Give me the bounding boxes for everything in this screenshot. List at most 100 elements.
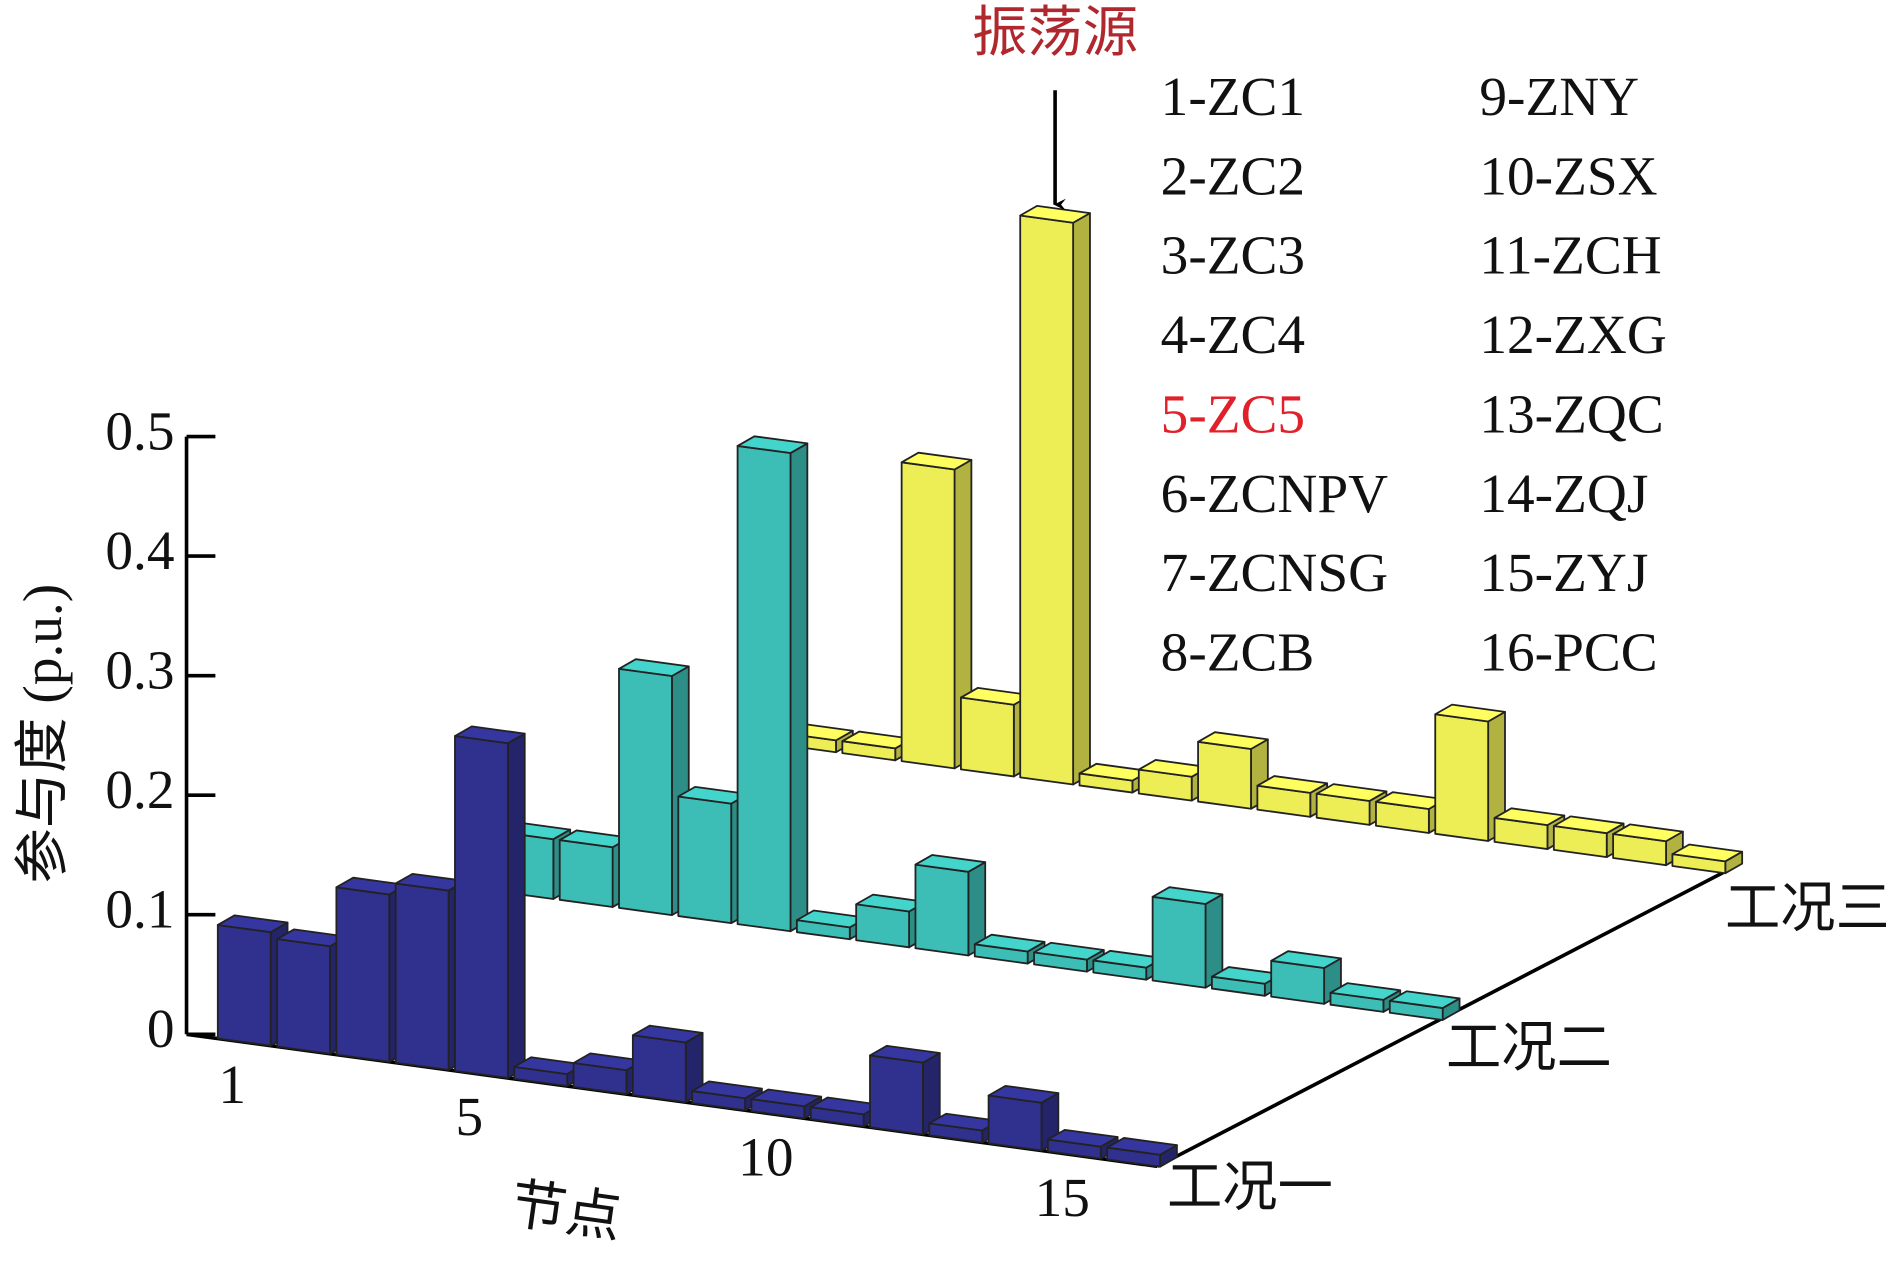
bar-top xyxy=(1329,982,1402,1001)
bar-front xyxy=(1434,713,1490,842)
legend-entry: 9-ZNY xyxy=(1479,66,1639,127)
legend-entry: 8-ZCB xyxy=(1161,622,1315,683)
bar xyxy=(1671,843,1744,875)
bar-front xyxy=(558,839,614,908)
bar xyxy=(618,658,690,916)
bar-front xyxy=(454,735,509,1079)
bar xyxy=(631,1024,704,1104)
bar-top xyxy=(1019,204,1091,224)
bar-front xyxy=(335,886,391,1063)
legend-entry: 1-ZC1 xyxy=(1161,66,1305,127)
bar xyxy=(1612,823,1684,867)
bar-front xyxy=(736,445,792,933)
bar-top xyxy=(869,1044,941,1064)
bar-top xyxy=(1388,990,1461,1009)
bar-front xyxy=(1019,214,1075,786)
bar-top xyxy=(750,1088,823,1108)
bar-top xyxy=(1612,823,1684,843)
bar-top xyxy=(914,854,987,873)
bar-top xyxy=(454,725,526,745)
z-axis-label: 参与度 (p.u.) xyxy=(12,584,73,884)
bar-top xyxy=(216,914,289,934)
legend-entry: 5-ZC5 xyxy=(1161,383,1305,444)
legend-entry: 6-ZCNPV xyxy=(1161,463,1388,524)
z-tick-label: 0.3 xyxy=(105,639,174,700)
bar xyxy=(900,451,973,770)
bar xyxy=(454,725,526,1079)
bar-top xyxy=(973,933,1046,953)
x-tick-label: 1 xyxy=(218,1054,246,1115)
bar-top xyxy=(1270,950,1342,969)
legend-entry: 16-PCC xyxy=(1479,622,1657,683)
bar-top xyxy=(736,435,809,454)
bar xyxy=(750,1088,823,1120)
bar-front xyxy=(960,696,1015,778)
bar-top xyxy=(691,1080,763,1100)
bar-top xyxy=(1256,775,1329,794)
legend-entry: 7-ZCNSG xyxy=(1161,542,1388,603)
bar-top xyxy=(1151,886,1224,905)
bar-front xyxy=(618,667,673,916)
row-label: 工况三 xyxy=(1725,877,1886,938)
bar-top xyxy=(618,658,690,677)
bar-side xyxy=(1072,212,1091,786)
bar-top xyxy=(1493,807,1566,827)
bar-top xyxy=(1197,731,1269,750)
z-tick-label: 0.2 xyxy=(105,759,174,820)
z-tick-label: 0 xyxy=(147,998,175,1059)
bar-front xyxy=(869,1054,924,1136)
legend-entry: 15-ZYJ xyxy=(1479,542,1648,603)
bar-front xyxy=(987,1094,1043,1152)
x-tick-label: 15 xyxy=(1035,1167,1090,1228)
bar-top xyxy=(1046,1128,1119,1148)
z-tick-label: 0.5 xyxy=(105,400,174,461)
x-tick-label: 10 xyxy=(738,1127,793,1188)
bar-top xyxy=(1552,815,1625,835)
bar-top xyxy=(631,1024,704,1044)
legend-entry: 3-ZC3 xyxy=(1161,225,1305,286)
annotation: 振荡源 xyxy=(972,2,1138,63)
bar xyxy=(1019,204,1091,786)
bar-front xyxy=(394,882,450,1071)
x-axis-label: 节点 xyxy=(507,1173,625,1249)
legend-entry: 11-ZCH xyxy=(1479,225,1661,286)
bar-side xyxy=(506,732,526,1079)
legend-entry: 4-ZC4 xyxy=(1161,304,1305,365)
legend-entry: 14-ZQJ xyxy=(1479,463,1648,524)
bar xyxy=(1197,731,1269,810)
bar xyxy=(914,854,987,957)
bar-front xyxy=(677,795,733,925)
row-label: 工况一 xyxy=(1167,1156,1333,1217)
bar-front xyxy=(900,461,956,770)
bar xyxy=(1078,762,1151,794)
legend-entry: 12-ZXG xyxy=(1479,304,1666,365)
row-label: 工况二 xyxy=(1446,1017,1612,1078)
bar-top xyxy=(900,451,973,471)
bar-top xyxy=(1033,941,1105,961)
bar xyxy=(869,1044,941,1136)
legend-entry: 10-ZSX xyxy=(1479,145,1657,206)
bar-top xyxy=(987,1084,1060,1104)
bar xyxy=(1434,703,1506,842)
bar-top xyxy=(1315,783,1388,802)
x-tick-label: 5 xyxy=(456,1086,484,1147)
bar-top xyxy=(1671,843,1744,863)
bar xyxy=(1046,1128,1119,1160)
bar-front xyxy=(1197,740,1252,810)
bar-front xyxy=(914,863,970,957)
z-tick-label: 0.4 xyxy=(105,520,174,581)
legend-entry: 13-ZQC xyxy=(1479,383,1663,444)
bar-front xyxy=(276,938,331,1055)
bar xyxy=(1388,990,1461,1021)
legend-entry: 2-ZC2 xyxy=(1161,145,1305,206)
bar-front xyxy=(1151,895,1207,989)
bar xyxy=(1106,1137,1178,1168)
bar-side xyxy=(789,442,809,933)
z-tick-label: 0.1 xyxy=(105,878,174,939)
bar-front xyxy=(631,1034,687,1104)
bar xyxy=(1151,886,1224,989)
bar-top xyxy=(1106,1137,1178,1156)
bar-top xyxy=(1434,703,1506,723)
bar-front xyxy=(216,924,272,1047)
